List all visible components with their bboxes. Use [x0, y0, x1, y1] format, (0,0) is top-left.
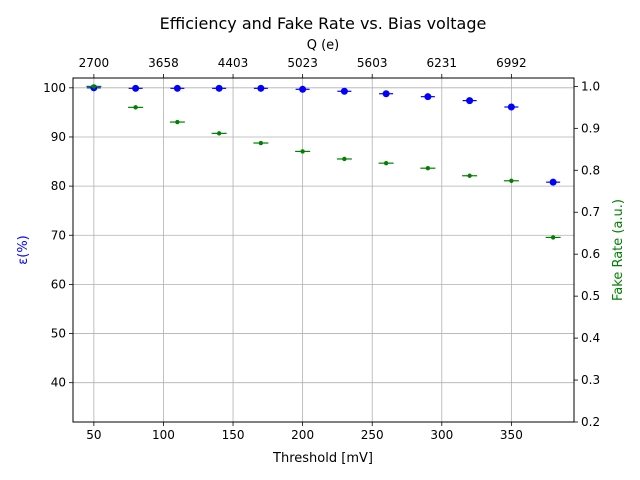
series-1-point: [382, 90, 390, 98]
x2-tick-label: 5023: [287, 56, 318, 70]
series-2-point: [550, 235, 556, 240]
y-tick-label: 80: [51, 179, 66, 193]
x2-tick-label: 2700: [79, 56, 110, 70]
series-1-point: [507, 103, 515, 111]
series-2-point: [216, 131, 222, 136]
x2-tick-label: 5603: [357, 56, 388, 70]
series-1-point: [215, 84, 223, 92]
series-2-point: [91, 84, 97, 89]
plot-frame: [72, 77, 575, 423]
series-2-point: [383, 160, 389, 166]
y-tick-label: 50: [51, 327, 66, 341]
series-1-point: [173, 84, 181, 92]
x2-tick-label: 4403: [218, 56, 249, 70]
y-tick-label: 60: [51, 277, 66, 291]
axes: 50 100 150 200 250 300 350 40 50 60 70 80 90 100 0.2 0.…: [43, 56, 600, 442]
y2-tick-label: 0.7: [581, 205, 600, 219]
x-tick-label: 350: [500, 428, 523, 442]
y2-tick-label: 0.3: [581, 373, 600, 387]
series-1-point: [549, 178, 557, 186]
marks: [86, 84, 561, 240]
y2-tick-label: 0.4: [581, 331, 600, 345]
y2-tick-label: 1.0: [581, 79, 600, 93]
series-1-point: [299, 85, 307, 93]
y-tick-label: 100: [43, 81, 66, 95]
y2-tick-label: 0.2: [581, 415, 600, 429]
series-1-point: [257, 84, 265, 92]
series-2-point: [509, 178, 514, 183]
x-tick-label: 50: [86, 428, 101, 442]
chart-title: Efficiency and Fake Rate vs. Bias voltag…: [160, 14, 487, 33]
grid: [73, 78, 574, 422]
series-2-point: [175, 119, 180, 125]
right-axis-label: Fake Rate (a.u.): [611, 199, 626, 301]
series-1-point: [466, 97, 474, 105]
series-2-point: [425, 165, 431, 171]
series-2-point: [133, 105, 138, 110]
top-axis-label: Q (e): [307, 38, 340, 53]
y2-tick-label: 0.5: [581, 289, 600, 303]
x-tick-label: 100: [152, 428, 175, 442]
y-tick-label: 70: [51, 228, 66, 242]
series-1-point: [424, 93, 432, 101]
x-tick-label: 300: [430, 428, 453, 442]
x2-tick-label: 6231: [427, 56, 458, 70]
y2-tick-label: 0.9: [581, 121, 600, 135]
x-axis-label: Threshold [mV]: [272, 451, 373, 466]
series-2-point: [467, 173, 472, 178]
x2-tick-label: 6992: [496, 56, 527, 70]
series-2-point: [300, 149, 305, 154]
series-2-point: [342, 156, 347, 162]
y-tick-label: 40: [51, 376, 66, 390]
y-tick-label: 90: [51, 130, 66, 144]
x2-tick-label: 3658: [148, 56, 179, 70]
y2-tick-label: 0.6: [581, 247, 600, 261]
series-1-point: [340, 87, 348, 95]
x-tick-label: 200: [291, 428, 314, 442]
series-1-point: [132, 84, 140, 92]
x-tick-label: 150: [222, 428, 245, 442]
y2-tick-label: 0.8: [581, 163, 600, 177]
x-tick-label: 250: [361, 428, 384, 442]
series-2-point: [258, 140, 264, 146]
y-axis-label: ε(%): [16, 235, 31, 265]
